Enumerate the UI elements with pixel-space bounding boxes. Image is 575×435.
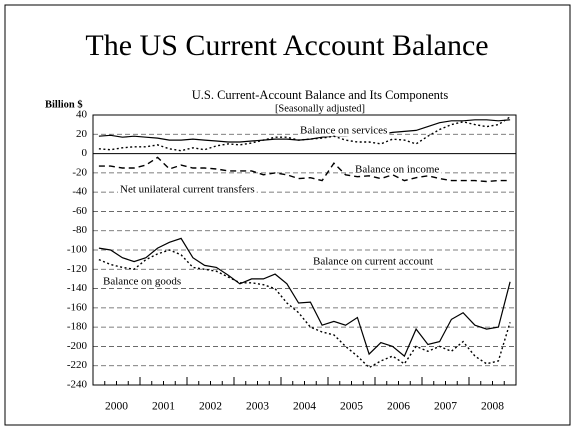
series-label: Net unilateral current transfers	[120, 184, 255, 196]
x-tick-label: 2006	[387, 401, 410, 413]
y-tick-label: -40	[72, 186, 87, 198]
x-tick-label: 2007	[434, 401, 457, 413]
series-label: Balance on current account	[313, 256, 433, 268]
y-axis-label: Billion $	[45, 99, 83, 110]
series-line	[98, 119, 511, 143]
series-line	[98, 156, 511, 183]
y-tick-label: -220	[67, 359, 88, 371]
x-tick-label: 2000	[105, 401, 128, 413]
y-tick-label: -80	[72, 224, 87, 236]
series-label: Balance on services	[300, 125, 387, 137]
x-tick-label: 2005	[340, 401, 363, 413]
series-line	[98, 116, 511, 152]
y-tick-label: -140	[67, 282, 88, 294]
x-tick-label: 2002	[199, 401, 222, 413]
y-tick-label: 20	[76, 128, 88, 140]
slide-border	[4, 4, 571, 426]
series-line	[98, 237, 511, 358]
y-tick-label: 0	[82, 147, 88, 159]
chart-subtitle: [Seasonally adjusted]	[275, 103, 365, 114]
series-label: Balance on goods	[103, 276, 181, 288]
series-label-bg	[298, 124, 390, 137]
y-tick-label: -240	[67, 379, 88, 391]
slide-title: The US Current Account Balance	[85, 29, 488, 62]
y-tick-label: -160	[67, 301, 88, 313]
y-tick-label: -20	[72, 166, 87, 178]
y-tick-label: -120	[67, 263, 88, 275]
series-label-bg	[101, 275, 184, 288]
x-tick-label: 2004	[293, 401, 316, 413]
series-label-bg	[311, 255, 436, 268]
series-label-bg	[353, 163, 442, 176]
y-tick-label: 40	[76, 109, 88, 121]
x-tick-label: 2003	[246, 401, 269, 413]
x-tick-label: 2008	[481, 401, 504, 413]
y-tick-label: -100	[67, 244, 88, 256]
y-tick-label: -180	[67, 321, 88, 333]
series-label: Balance on income	[355, 164, 439, 176]
y-tick-label: -60	[72, 205, 87, 217]
y-tick-label: -200	[67, 340, 88, 352]
series-label-bg	[118, 183, 257, 196]
chart-title: U.S. Current-Account Balance and Its Com…	[192, 88, 449, 102]
x-tick-label: 2001	[152, 401, 175, 413]
